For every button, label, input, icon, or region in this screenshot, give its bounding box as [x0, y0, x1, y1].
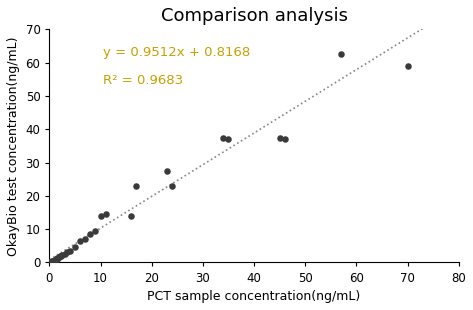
Point	[404, 64, 412, 69]
Point	[47, 259, 55, 264]
X-axis label: PCT sample concentration(ng/mL): PCT sample concentration(ng/mL)	[148, 290, 361, 303]
Point	[47, 259, 55, 264]
Point	[56, 254, 63, 259]
Point	[76, 238, 84, 243]
Point	[102, 212, 109, 217]
Point	[46, 260, 54, 265]
Point	[53, 256, 61, 261]
Title: Comparison analysis: Comparison analysis	[160, 7, 348, 25]
Point	[55, 255, 62, 259]
Point	[48, 259, 55, 264]
Point	[87, 232, 94, 237]
Point	[48, 259, 56, 264]
Point	[57, 253, 64, 258]
Point	[97, 213, 105, 218]
Point	[49, 259, 57, 264]
Text: R² = 0.9683: R² = 0.9683	[103, 73, 183, 86]
Point	[71, 245, 79, 250]
Point	[61, 252, 69, 257]
Point	[168, 184, 176, 188]
Point	[58, 253, 66, 258]
Point	[225, 137, 232, 142]
Point	[132, 184, 140, 188]
Point	[219, 135, 227, 140]
Point	[49, 259, 56, 264]
Point	[53, 257, 61, 262]
Point	[337, 52, 345, 57]
Point	[54, 255, 61, 260]
Point	[48, 259, 55, 264]
Point	[47, 260, 54, 265]
Point	[276, 135, 283, 140]
Point	[281, 137, 289, 142]
Point	[50, 259, 57, 263]
Point	[50, 258, 58, 263]
Point	[63, 250, 71, 255]
Point	[51, 258, 59, 263]
Text: y = 0.9512x + 0.8168: y = 0.9512x + 0.8168	[103, 46, 250, 59]
Point	[48, 259, 56, 264]
Point	[52, 257, 59, 262]
Y-axis label: OkayBio test concentration(ng/mL): OkayBio test concentration(ng/mL)	[7, 36, 20, 256]
Point	[53, 257, 60, 262]
Point	[128, 213, 135, 218]
Point	[49, 259, 56, 264]
Point	[163, 168, 171, 173]
Point	[51, 258, 58, 263]
Point	[81, 237, 89, 241]
Point	[92, 228, 99, 233]
Point	[66, 248, 74, 253]
